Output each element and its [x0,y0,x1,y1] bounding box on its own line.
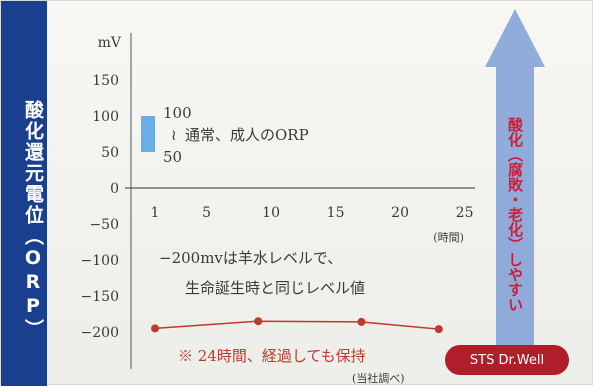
y-tick-label: 0 [110,181,119,197]
x-tick-label: 5 [202,205,211,221]
y-tick-label: −50 [89,217,119,233]
range-brace: ≀ [171,126,177,144]
series-point [357,317,366,326]
brand-badge: STS Dr.Well [445,345,569,375]
series-point [151,324,159,333]
series-point [254,317,263,326]
y-tick-label: 100 [92,109,119,125]
oxidation-arrow [485,9,545,353]
y-tick-label: 50 [101,145,119,161]
series-point [434,325,443,334]
range-label: 通常、成人のORP [185,126,309,144]
annotation-line-1: −200mvは羊水レベルで、 [159,249,342,267]
x-tick-label: 1 [151,205,160,221]
x-tick-label: 25 [456,205,474,221]
x-tick-label: 15 [327,205,345,221]
x-tick-label: 20 [391,205,409,221]
chart-axes [125,33,475,369]
y-tick-label: −150 [81,289,119,305]
normal-range: 100 50 ≀ 通常、成人のORP [141,104,309,166]
x-tick-label: 10 [262,205,280,221]
annotations: −200mvは羊水レベルで、生命誕生時と同じレベル値 ※ 24時間、経過しても保持… [159,249,405,385]
y-axis-unit: mV [98,35,122,51]
range-high-label: 100 [163,104,192,122]
data-series [151,317,443,334]
orp-chart: 酸化（腐敗・老化）しやすい mV150100500−50−100−150−200… [81,9,545,385]
x-axis-unit: (時間) [433,231,464,244]
y-tick-label: 150 [92,73,119,89]
persistence-note: ※ 24時間、経過しても保持 [178,347,366,365]
y-tick-label: −200 [81,325,119,341]
annotation-line-2: 生命誕生時と同じレベル値 [185,279,365,297]
oxidation-arrow-label: 酸化（腐敗・老化）しやすい [506,116,524,312]
range-low-label: 50 [163,148,182,166]
source-note: (当社調べ) [352,371,405,385]
y-tick-label: −100 [81,253,119,269]
side-title: 酸化還元電位（ORP） [22,100,44,340]
side-band [1,1,47,386]
normal-range-bar [141,116,155,152]
arrow-shape [485,9,545,353]
series-line [154,320,439,330]
